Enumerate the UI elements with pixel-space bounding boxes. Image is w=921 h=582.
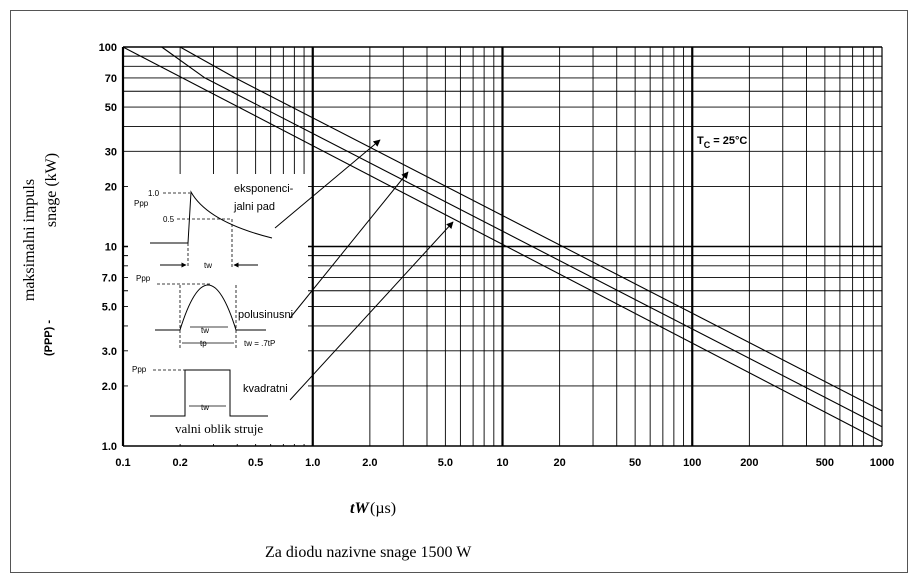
- inset-ppp-label: Ppp: [136, 274, 151, 283]
- footer-caption: Za diodu nazivne snage 1500 W: [265, 544, 472, 561]
- figure-frame: [10, 10, 908, 573]
- tc-label: TC = 25°C: [697, 135, 747, 150]
- inset-ppp-label: Ppp: [134, 199, 149, 208]
- y-tick-label: 10: [105, 242, 117, 254]
- y-tick-label: 5.0: [102, 302, 117, 314]
- tw-label: tw: [201, 403, 209, 412]
- y-tick-label: 20: [105, 181, 117, 193]
- inset-value-label: 0.5: [163, 215, 175, 224]
- y-axis-label: snage (kW): [43, 153, 60, 227]
- waveform-caption: valni oblik struje: [175, 421, 263, 436]
- y-axis-label: maksimalni impuls: [21, 179, 38, 301]
- square-waveform: [150, 369, 268, 417]
- x-tick-label: 0.2: [172, 457, 187, 469]
- x-tick-label: 0.5: [248, 457, 263, 469]
- arrow-square: [289, 221, 454, 401]
- arrow-half-sine: [289, 171, 409, 319]
- y-tick-label: 2.0: [102, 381, 117, 393]
- x-tick-label: 100: [683, 457, 701, 469]
- y-tick-label: 1.0: [102, 441, 117, 453]
- series-line-2: [161, 46, 883, 428]
- tw-label: tw: [201, 326, 209, 335]
- half-sine-waveform: [155, 284, 266, 331]
- x-axis-label-unit: (µs): [370, 500, 396, 517]
- y-axis-symbol: (PPP) -: [43, 320, 55, 356]
- tw-equation: tw = .7tP: [244, 339, 275, 348]
- x-tick-label: 200: [740, 457, 758, 469]
- tp-label: tp: [200, 339, 207, 348]
- series-line-1: [179, 46, 883, 412]
- exponential-label: eksponenci-: [234, 183, 294, 195]
- tw-label: tw: [204, 261, 212, 270]
- y-tick-label: 3.0: [102, 346, 117, 358]
- y-tick-label: 70: [105, 73, 117, 85]
- square-label: kvadratni: [243, 383, 288, 395]
- x-tick-label: 0.1: [115, 457, 130, 469]
- x-tick-label: 5.0: [438, 457, 453, 469]
- y-tick-label: 100: [99, 42, 117, 54]
- x-tick-label: 1.0: [305, 457, 320, 469]
- half-sine-label: polusinusni: [238, 309, 293, 321]
- y-tick-label: 7.0: [102, 272, 117, 284]
- x-tick-label: 2.0: [362, 457, 377, 469]
- inset-ppp-label: Ppp: [132, 365, 147, 374]
- x-tick-label: 10: [496, 457, 508, 469]
- y-tick-label: 50: [105, 102, 117, 114]
- exponential-label: jalni pad: [233, 201, 275, 213]
- x-tick-label: 20: [553, 457, 565, 469]
- x-tick-label: 50: [629, 457, 641, 469]
- x-tick-label: 500: [816, 457, 834, 469]
- x-tick-label: 1000: [870, 457, 894, 469]
- x-axis-label-symbol: tW: [350, 500, 370, 517]
- inset-value-label: 1.0: [148, 189, 160, 198]
- exponential-waveform: [150, 190, 273, 244]
- y-tick-label: 30: [105, 146, 117, 158]
- series-line-3: [122, 46, 883, 443]
- arrow-exponential: [274, 139, 381, 229]
